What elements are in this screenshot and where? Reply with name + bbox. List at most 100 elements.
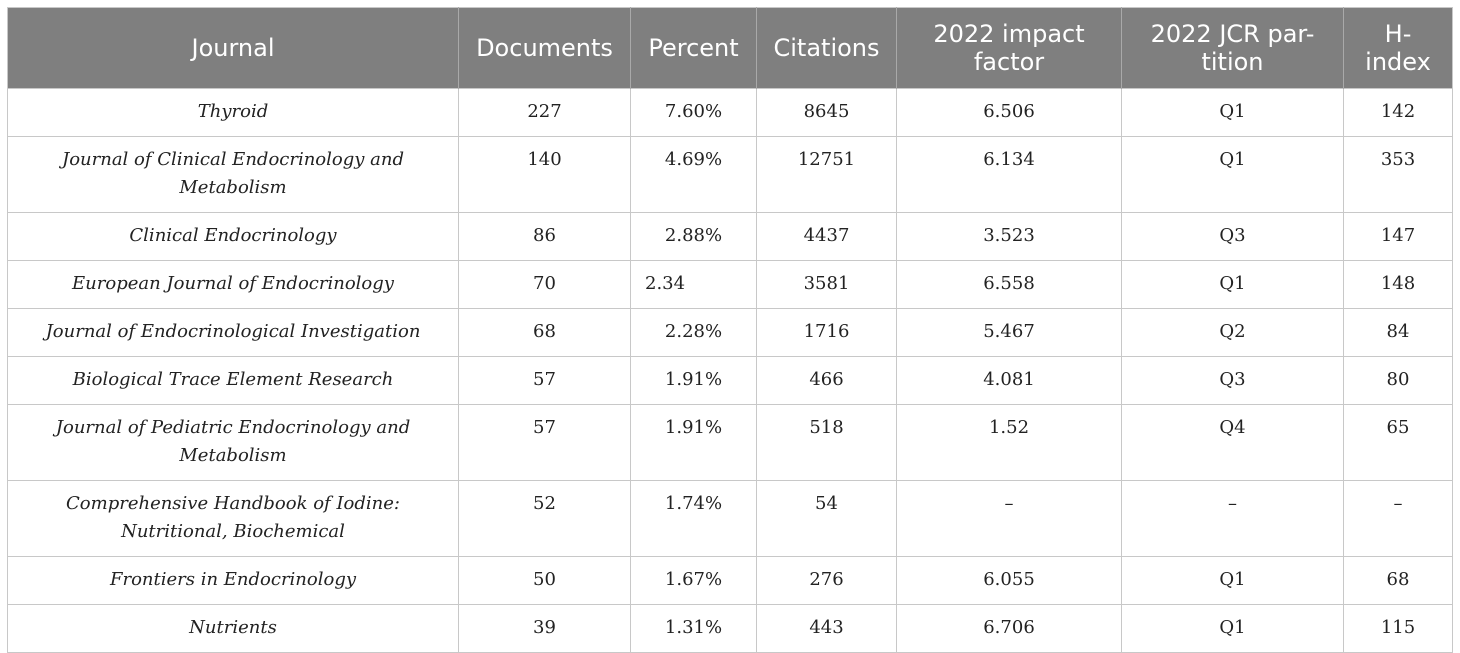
cell-documents: 86 — [458, 212, 631, 261]
cell-jcr-partition: Q1 — [1121, 260, 1344, 309]
header-journal: Journal — [8, 8, 459, 89]
table-row: Thyroid 227 7.60% 8645 6.506 Q1 142 — [7, 88, 1453, 137]
table-body: Thyroid 227 7.60% 8645 6.506 Q1 142 Jour… — [7, 88, 1453, 653]
header-impact-factor: 2022 impact factor — [896, 7, 1122, 89]
cell-jcr-partition: – — [1121, 480, 1344, 557]
cell-h-index: 84 — [1343, 308, 1453, 357]
table-row: Clinical Endocrinology 86 2.88% 4437 3.5… — [7, 212, 1453, 261]
header-jcr-partition-line1: 2022 JCR par- — [1150, 20, 1315, 48]
cell-citations: 8645 — [756, 88, 897, 137]
cell-journal: Nutrients — [7, 604, 459, 653]
cell-percent: 1.31% — [630, 604, 757, 653]
cell-citations: 466 — [756, 356, 897, 405]
cell-documents: 39 — [458, 604, 631, 653]
header-h-index-line2: index — [1365, 48, 1431, 76]
table-row: Frontiers in Endocrinology 50 1.67% 276 … — [7, 556, 1453, 605]
journal-table: Journal Documents Percent Citations 2022… — [7, 7, 1453, 653]
cell-percent: 2.88% — [630, 212, 757, 261]
header-row: Journal Documents Percent Citations 2022… — [7, 7, 1453, 89]
cell-impact-factor: 6.134 — [896, 136, 1122, 213]
table-row: European Journal of Endocrinology 70 2.3… — [7, 260, 1453, 309]
cell-impact-factor: 6.506 — [896, 88, 1122, 137]
cell-h-index: 80 — [1343, 356, 1453, 405]
cell-citations: 3581 — [756, 260, 897, 309]
cell-jcr-partition: Q1 — [1121, 556, 1344, 605]
cell-percent: 2.28% — [630, 308, 757, 357]
cell-citations: 4437 — [756, 212, 897, 261]
cell-journal: European Journal of Endocrinology — [7, 260, 459, 309]
table-row: Journal of Clinical Endocrinology and Me… — [7, 136, 1453, 213]
cell-documents: 52 — [458, 480, 631, 557]
cell-percent: 1.91% — [630, 404, 757, 481]
header-documents: Documents — [458, 7, 631, 89]
cell-documents: 57 — [458, 404, 631, 481]
cell-journal: Journal of Clinical Endocrinology and Me… — [7, 136, 459, 213]
cell-impact-factor: 5.467 — [896, 308, 1122, 357]
header-impact-factor-line1: 2022 impact — [933, 20, 1085, 48]
cell-h-index: 148 — [1343, 260, 1453, 309]
cell-citations: 12751 — [756, 136, 897, 213]
cell-jcr-partition: Q1 — [1121, 604, 1344, 653]
cell-impact-factor: 6.055 — [896, 556, 1122, 605]
header-jcr-partition-line2: tition — [1201, 48, 1264, 76]
cell-journal: Comprehensive Handbook of Iodine: Nutrit… — [7, 480, 459, 557]
cell-percent: 1.91% — [630, 356, 757, 405]
cell-percent: 1.67% — [630, 556, 757, 605]
header-journal-label: Journal — [191, 34, 275, 62]
cell-h-index: – — [1343, 480, 1453, 557]
table-header: Journal Documents Percent Citations 2022… — [7, 7, 1453, 89]
table-row: Journal of Endocrinological Investigatio… — [7, 308, 1453, 357]
cell-impact-factor: 6.706 — [896, 604, 1122, 653]
cell-percent: 1.74% — [630, 480, 757, 557]
cell-journal: Thyroid — [7, 88, 459, 137]
cell-documents: 50 — [458, 556, 631, 605]
cell-documents: 57 — [458, 356, 631, 405]
cell-percent: 2.34 — [630, 260, 757, 309]
cell-journal: Journal of Pediatric Endocrinology and M… — [7, 404, 459, 481]
cell-journal: Frontiers in Endocrinology — [7, 556, 459, 605]
cell-citations: 518 — [756, 404, 897, 481]
cell-impact-factor: 1.52 — [896, 404, 1122, 481]
cell-jcr-partition: Q3 — [1121, 212, 1344, 261]
cell-h-index: 353 — [1343, 136, 1453, 213]
cell-impact-factor: 3.523 — [896, 212, 1122, 261]
cell-impact-factor: 6.558 — [896, 260, 1122, 309]
table-row: Comprehensive Handbook of Iodine: Nutrit… — [7, 480, 1453, 557]
header-citations-label: Citations — [773, 34, 880, 62]
cell-journal: Clinical Endocrinology — [7, 212, 459, 261]
header-h-index-line1: H- — [1384, 20, 1412, 48]
cell-h-index: 115 — [1343, 604, 1453, 653]
header-documents-label: Documents — [476, 34, 613, 62]
table-row: Biological Trace Element Research 57 1.9… — [7, 356, 1453, 405]
cell-documents: 227 — [458, 88, 631, 137]
cell-jcr-partition: Q1 — [1121, 88, 1344, 137]
header-citations: Citations — [756, 7, 897, 89]
cell-citations: 276 — [756, 556, 897, 605]
cell-jcr-partition: Q1 — [1121, 136, 1344, 213]
header-impact-factor-line2: factor — [973, 48, 1045, 76]
table-row: Journal of Pediatric Endocrinology and M… — [7, 404, 1453, 481]
header-percent-label: Percent — [648, 34, 739, 62]
cell-h-index: 65 — [1343, 404, 1453, 481]
cell-h-index: 68 — [1343, 556, 1453, 605]
cell-documents: 68 — [458, 308, 631, 357]
cell-percent: 7.60% — [630, 88, 757, 137]
header-h-index: H-index — [1343, 7, 1453, 89]
cell-citations: 54 — [756, 480, 897, 557]
cell-h-index: 147 — [1343, 212, 1453, 261]
cell-documents: 70 — [458, 260, 631, 309]
cell-journal: Biological Trace Element Research — [7, 356, 459, 405]
header-percent: Percent — [630, 7, 757, 89]
cell-impact-factor: 4.081 — [896, 356, 1122, 405]
header-jcr-partition: 2022 JCR par-tition — [1121, 7, 1344, 89]
cell-jcr-partition: Q4 — [1121, 404, 1344, 481]
table-row: Nutrients 39 1.31% 443 6.706 Q1 115 — [7, 604, 1453, 653]
cell-citations: 443 — [756, 604, 897, 653]
cell-journal: Journal of Endocrinological Investigatio… — [7, 308, 459, 357]
cell-jcr-partition: Q3 — [1121, 356, 1344, 405]
cell-impact-factor: – — [896, 480, 1122, 557]
cell-documents: 140 — [458, 136, 631, 213]
cell-jcr-partition: Q2 — [1121, 308, 1344, 357]
cell-percent: 4.69% — [630, 136, 757, 213]
cell-h-index: 142 — [1343, 88, 1453, 137]
